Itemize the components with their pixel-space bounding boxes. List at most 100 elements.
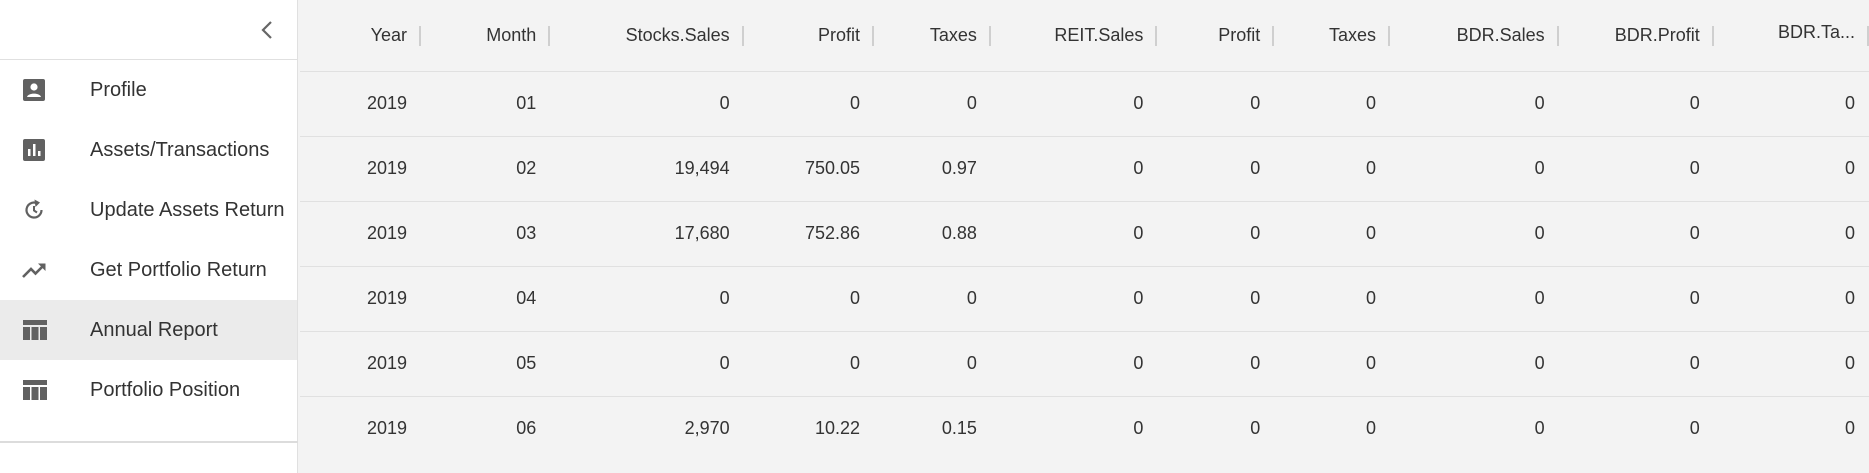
table-cell: 0: [1250, 418, 1261, 439]
table-cell: 0: [1250, 223, 1261, 243]
table-cell: 0: [1844, 93, 1855, 113]
table-cell: 2019: [366, 288, 407, 308]
table-cell: 0: [1133, 418, 1144, 439]
column-header-month[interactable]: Month: [421, 0, 551, 71]
table-cell: 2,970: [684, 418, 730, 439]
table-cell: 0: [1250, 158, 1261, 178]
table-row[interactable]: 2019 06 2,970 10.22 0.15 0 0 0 0 0 0: [300, 396, 1869, 461]
column-resize-handle[interactable]: [1272, 26, 1275, 46]
table-cell: 02: [516, 158, 537, 178]
column-header-bdr-profit[interactable]: BDR.Profit: [1559, 0, 1714, 71]
table-cell: 0: [1366, 93, 1377, 113]
table-cell: 0: [1133, 353, 1144, 373]
column-resize-handle[interactable]: [419, 26, 421, 46]
table-cell: 0: [1133, 158, 1144, 178]
table-cell: 2019: [366, 158, 407, 178]
collapse-drawer-button[interactable]: [251, 14, 283, 46]
table-cell: 752.86: [804, 223, 860, 243]
table-cell: 0: [1844, 223, 1855, 243]
table-cell: 0: [966, 288, 977, 308]
column-resize-handle[interactable]: [1388, 26, 1391, 46]
drawer-divider: [0, 441, 298, 443]
table-cell: 04: [516, 288, 537, 308]
column-header-reit-profit[interactable]: Profit: [1157, 0, 1275, 71]
trending-up-icon: [0, 258, 90, 282]
table-cell: 0: [1250, 93, 1261, 113]
column-header-year[interactable]: Year: [300, 0, 421, 71]
table-cell: 0: [966, 93, 977, 113]
table-cell: 0: [1689, 93, 1700, 113]
table-cell: 0: [719, 288, 730, 308]
navigation-drawer: Profile Assets/Transactions Update Asset…: [0, 0, 298, 473]
column-resize-handle[interactable]: [741, 26, 744, 46]
table-cell: 19,494: [674, 158, 730, 178]
table-cell: 0: [849, 353, 860, 373]
table-cell: 2019: [366, 353, 407, 373]
nav-item-label: Get Portfolio Return: [90, 258, 267, 281]
table-cell: 0: [1133, 93, 1144, 113]
drawer-header: [0, 0, 297, 60]
column-resize-handle[interactable]: [1556, 26, 1559, 46]
column-header-stocks-sales[interactable]: Stocks.Sales: [550, 0, 744, 71]
column-header-bdr-sales[interactable]: BDR.Sales: [1390, 0, 1559, 71]
column-header-stocks-taxes[interactable]: Taxes: [874, 0, 991, 71]
chevron-left-icon: [261, 21, 272, 39]
table-row[interactable]: 2019 01 0 0 0 0 0 0 0 0 0: [300, 71, 1869, 136]
column-header-stocks-profit[interactable]: Profit: [744, 0, 874, 71]
table-cell: 0: [849, 288, 860, 308]
table-row[interactable]: 2019 04 0 0 0 0 0 0 0 0 0: [300, 266, 1869, 331]
column-resize-handle[interactable]: [988, 26, 991, 46]
table-cell: 01: [516, 93, 537, 113]
table-cell: 0: [1689, 418, 1700, 439]
table-cell: 0: [1366, 223, 1377, 243]
table-cell: 0: [1250, 353, 1261, 373]
table-row[interactable]: 2019 02 19,494 750.05 0.97 0 0 0 0 0 0: [300, 136, 1869, 201]
column-resize-handle[interactable]: [872, 26, 874, 46]
table-cell: 0: [1133, 288, 1144, 308]
table-cell: 0.88: [941, 223, 977, 243]
table-cell: 0: [1689, 223, 1700, 243]
table-cell: 0: [1250, 288, 1261, 308]
table-icon: [0, 318, 90, 342]
nav-list: Profile Assets/Transactions Update Asset…: [0, 60, 297, 420]
nav-item-annual-report[interactable]: Annual Report: [0, 300, 297, 360]
table-cell: 0: [1844, 288, 1855, 308]
table-row[interactable]: 2019 05 0 0 0 0 0 0 0 0 0: [300, 331, 1869, 396]
table-cell: 0: [1534, 93, 1545, 113]
table-cell: 2019: [366, 418, 407, 439]
column-header-reit-taxes[interactable]: Taxes: [1274, 0, 1391, 71]
table-cell: 17,680: [674, 223, 730, 243]
table-cell: 03: [516, 223, 537, 243]
table-cell: 750.05: [804, 158, 860, 178]
nav-item-profile[interactable]: Profile: [0, 60, 297, 120]
table-cell: 0: [1366, 418, 1377, 439]
column-resize-handle[interactable]: [1155, 26, 1158, 46]
table-cell: 0: [719, 93, 730, 113]
nav-item-get-portfolio-return[interactable]: Get Portfolio Return: [0, 240, 297, 300]
column-resize-handle[interactable]: [1867, 26, 1869, 46]
column-resize-handle[interactable]: [1711, 26, 1714, 46]
table-cell: 0: [1689, 353, 1700, 373]
table-cell: 0: [1366, 353, 1377, 373]
table-cell: 0: [1534, 288, 1545, 308]
table-cell: 0: [1366, 158, 1377, 178]
column-header-reit-sales[interactable]: REIT.Sales: [991, 0, 1158, 71]
table-cell: 10.22: [814, 418, 860, 439]
column-header-bdr-taxes[interactable]: BDR.Ta...: [1714, 0, 1869, 71]
table-cell: 06: [516, 418, 537, 439]
nav-item-portfolio-position[interactable]: Portfolio Position: [0, 360, 297, 420]
table-row[interactable]: 2019 03 17,680 752.86 0.88 0 0 0 0 0 0: [300, 201, 1869, 266]
table-cell: 0: [1534, 158, 1545, 178]
header-row: Year Month Stocks.Sales Profit Taxes REI…: [300, 0, 1869, 71]
nav-item-label: Assets/Transactions: [90, 138, 270, 161]
table-cell: 2019: [366, 223, 407, 243]
table-cell: 0: [719, 353, 730, 373]
table-cell: 05: [516, 353, 537, 373]
bar-chart-icon: [0, 138, 90, 162]
annual-report-table: Year Month Stocks.Sales Profit Taxes REI…: [300, 0, 1869, 473]
table-icon: [0, 378, 90, 402]
column-resize-handle[interactable]: [548, 26, 551, 46]
nav-item-update-assets-return[interactable]: Update Assets Return: [0, 180, 297, 240]
table-cell: 0: [1844, 158, 1855, 178]
nav-item-assets-transactions[interactable]: Assets/Transactions: [0, 120, 297, 180]
